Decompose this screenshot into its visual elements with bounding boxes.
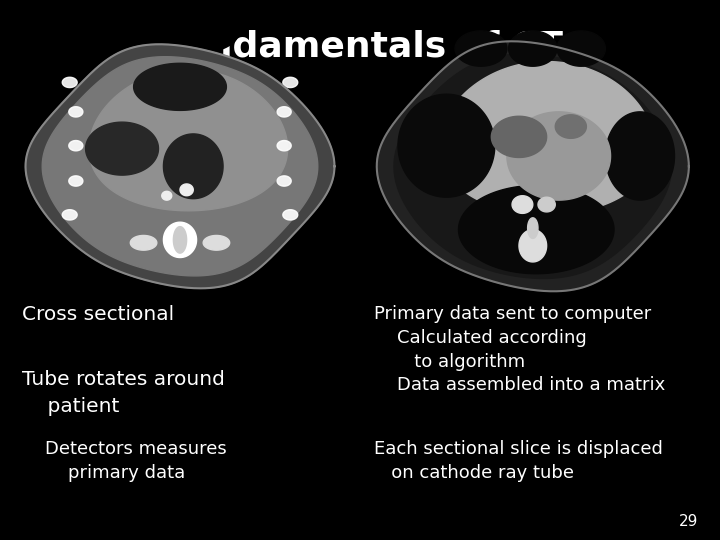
Polygon shape (277, 140, 291, 151)
Polygon shape (398, 94, 495, 197)
Polygon shape (25, 44, 335, 288)
Text: Fundamentals of CT: Fundamentals of CT (158, 30, 562, 64)
Polygon shape (528, 218, 538, 238)
Polygon shape (180, 184, 193, 195)
Polygon shape (439, 62, 654, 214)
Text: Primary data sent to computer: Primary data sent to computer (374, 305, 652, 323)
Text: Tube rotates around: Tube rotates around (22, 370, 225, 389)
Polygon shape (606, 112, 675, 200)
Text: on cathode ray tube: on cathode ray tube (374, 464, 575, 482)
Polygon shape (62, 77, 77, 87)
Text: Calculated according: Calculated according (374, 329, 587, 347)
Polygon shape (377, 41, 689, 291)
Polygon shape (163, 222, 197, 258)
Text: Cross sectional: Cross sectional (22, 305, 174, 324)
Polygon shape (134, 63, 226, 110)
Polygon shape (519, 230, 546, 262)
Text: to algorithm: to algorithm (374, 353, 526, 370)
Polygon shape (62, 210, 77, 220)
Polygon shape (89, 70, 288, 211)
Polygon shape (512, 195, 533, 213)
Polygon shape (122, 12, 238, 56)
Polygon shape (459, 185, 614, 274)
Polygon shape (69, 107, 83, 117)
Polygon shape (69, 176, 83, 186)
Polygon shape (203, 235, 230, 250)
Polygon shape (130, 235, 157, 250)
Polygon shape (162, 191, 172, 200)
Polygon shape (163, 134, 223, 199)
Polygon shape (283, 77, 298, 87)
Polygon shape (557, 31, 606, 66)
Polygon shape (277, 176, 291, 186)
Polygon shape (538, 197, 555, 212)
Text: patient: patient (22, 397, 119, 416)
Text: Detectors measures: Detectors measures (22, 440, 226, 458)
Text: Each sectional slice is displaced: Each sectional slice is displaced (374, 440, 663, 458)
Polygon shape (555, 115, 586, 138)
Text: primary data: primary data (22, 464, 185, 482)
Polygon shape (394, 54, 672, 279)
Text: Data assembled into a matrix: Data assembled into a matrix (374, 376, 666, 394)
Polygon shape (86, 122, 158, 175)
Text: 29: 29 (679, 514, 698, 529)
Polygon shape (507, 112, 611, 200)
Polygon shape (491, 116, 546, 158)
Polygon shape (42, 57, 318, 276)
Polygon shape (277, 107, 291, 117)
Polygon shape (69, 140, 83, 151)
Polygon shape (283, 210, 298, 220)
Polygon shape (508, 31, 557, 66)
Polygon shape (174, 227, 186, 253)
Polygon shape (455, 31, 507, 66)
